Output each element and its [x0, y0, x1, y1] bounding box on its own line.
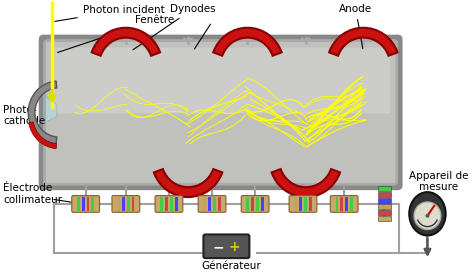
FancyBboxPatch shape — [155, 196, 183, 212]
FancyBboxPatch shape — [241, 196, 269, 212]
Bar — [304, 197, 307, 211]
Bar — [377, 198, 391, 203]
Bar — [91, 197, 94, 211]
Bar — [377, 204, 391, 209]
Bar — [377, 192, 391, 197]
Text: +: + — [228, 240, 240, 254]
Bar — [350, 197, 353, 211]
Bar — [175, 197, 177, 211]
Bar — [246, 197, 249, 211]
Bar — [345, 197, 348, 211]
Bar — [377, 210, 391, 215]
Bar — [213, 197, 216, 211]
Text: Anode: Anode — [339, 4, 372, 49]
Bar — [203, 197, 206, 211]
FancyBboxPatch shape — [51, 47, 390, 113]
Bar — [294, 197, 297, 211]
Ellipse shape — [414, 202, 441, 230]
Ellipse shape — [409, 192, 446, 235]
Bar — [261, 197, 264, 211]
Text: Électrode
collimateur: Électrode collimateur — [3, 183, 62, 205]
Text: Fenêtre: Fenêtre — [58, 15, 175, 53]
Wedge shape — [29, 122, 57, 149]
Wedge shape — [213, 28, 281, 56]
FancyBboxPatch shape — [112, 196, 140, 212]
Bar — [335, 197, 338, 211]
Text: Générateur: Générateur — [201, 261, 261, 271]
Bar — [218, 197, 220, 211]
Wedge shape — [329, 28, 397, 56]
Bar — [256, 197, 259, 211]
Polygon shape — [45, 97, 57, 122]
Bar — [87, 197, 89, 211]
Text: Photo-
cathode: Photo- cathode — [3, 104, 49, 126]
FancyBboxPatch shape — [44, 40, 397, 184]
FancyBboxPatch shape — [330, 196, 358, 212]
FancyBboxPatch shape — [198, 196, 226, 212]
Bar — [299, 197, 302, 211]
Bar — [251, 197, 254, 211]
Text: Appareil de
mesure: Appareil de mesure — [409, 170, 469, 192]
Bar — [377, 186, 391, 191]
Wedge shape — [272, 169, 340, 197]
FancyBboxPatch shape — [39, 35, 403, 190]
Bar — [377, 216, 391, 221]
Bar — [131, 197, 134, 211]
Text: Dynodes: Dynodes — [133, 4, 216, 50]
Bar — [127, 197, 130, 211]
Bar — [77, 197, 80, 211]
Bar — [341, 197, 343, 211]
Bar — [170, 197, 173, 211]
Bar — [165, 197, 168, 211]
Bar — [117, 197, 120, 211]
Bar — [309, 197, 312, 211]
Text: Photon incident: Photon incident — [55, 5, 165, 21]
Circle shape — [426, 214, 429, 218]
Bar — [160, 197, 163, 211]
Wedge shape — [92, 28, 160, 56]
Wedge shape — [154, 169, 222, 197]
FancyBboxPatch shape — [203, 235, 249, 258]
FancyBboxPatch shape — [72, 196, 99, 212]
Bar — [82, 197, 85, 211]
FancyBboxPatch shape — [289, 196, 317, 212]
Bar — [122, 197, 125, 211]
Text: −: − — [213, 240, 225, 254]
Wedge shape — [28, 81, 57, 144]
Bar — [208, 197, 211, 211]
